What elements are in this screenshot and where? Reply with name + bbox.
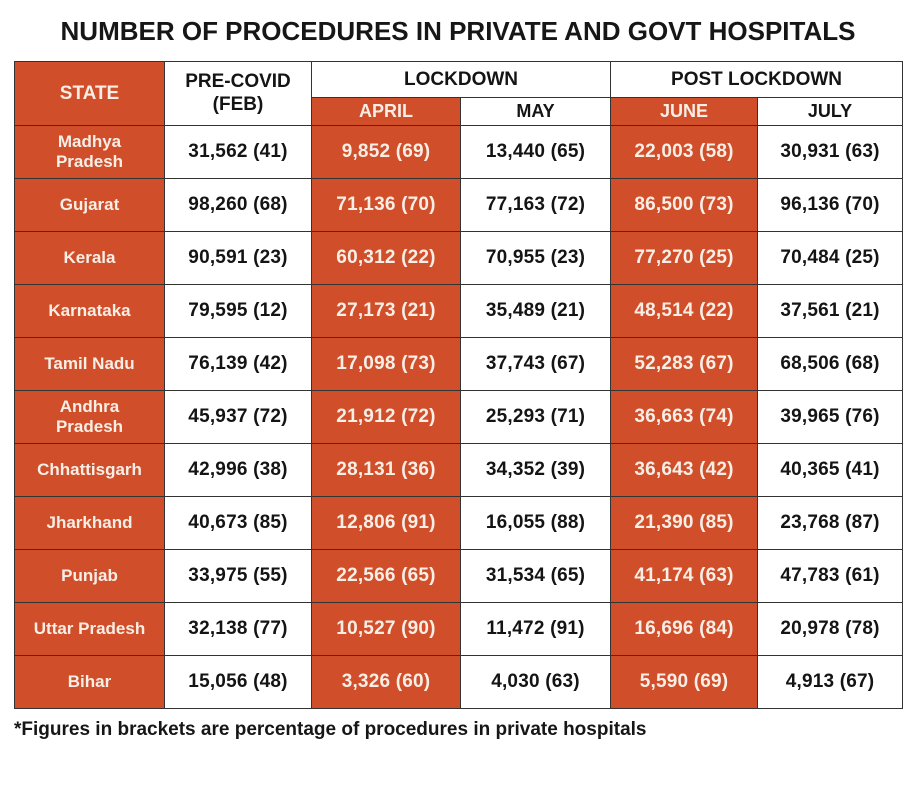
april-value: 60,312 (22)	[311, 231, 461, 285]
july-value: 30,931 (63)	[757, 125, 904, 179]
col-header-state: STATE	[14, 61, 165, 126]
row-gujarat: Gujarat 98,260 (68) 71,136 (70) 77,163 (…	[14, 178, 904, 232]
june-value: 36,643 (42)	[610, 443, 759, 497]
col-header-june: JUNE	[610, 97, 759, 126]
june-value: 41,174 (63)	[610, 549, 759, 603]
june-value: 22,003 (58)	[610, 125, 759, 179]
may-value: 11,472 (91)	[459, 602, 612, 656]
april-value: 3,326 (60)	[311, 655, 461, 709]
april-value: 21,912 (72)	[311, 390, 461, 444]
row-bihar: Bihar 15,056 (48) 3,326 (60) 4,030 (63) …	[14, 655, 904, 709]
state-name: Karnataka	[14, 284, 165, 338]
july-value: 68,506 (68)	[757, 337, 904, 391]
may-value: 16,055 (88)	[459, 496, 612, 550]
row-tamil-nadu: Tamil Nadu 76,139 (42) 17,098 (73) 37,74…	[14, 337, 904, 391]
june-value: 52,283 (67)	[610, 337, 759, 391]
row-karnataka: Karnataka 79,595 (12) 27,173 (21) 35,489…	[14, 284, 904, 338]
state-name: Punjab	[14, 549, 165, 603]
row-andhra-pradesh: Andhra Pradesh 45,937 (72) 21,912 (72) 2…	[14, 390, 904, 444]
july-value: 4,913 (67)	[757, 655, 904, 709]
state-name: Uttar Pradesh	[14, 602, 165, 656]
feb-value: 40,673 (85)	[164, 496, 312, 550]
col-group-lockdown: LOCKDOWN	[310, 61, 612, 98]
june-value: 36,663 (74)	[610, 390, 759, 444]
april-value: 28,131 (36)	[311, 443, 461, 497]
col-group-postlockdown: POST LOCKDOWN	[610, 61, 904, 98]
may-value: 25,293 (71)	[459, 390, 612, 444]
may-value: 13,440 (65)	[459, 125, 612, 179]
feb-value: 42,996 (38)	[164, 443, 312, 497]
col-header-precovid: PRE-COVID (FEB)	[164, 61, 312, 126]
june-value: 48,514 (22)	[610, 284, 759, 338]
precovid-label-line2: (FEB)	[212, 93, 264, 115]
state-name: Bihar	[14, 655, 165, 709]
state-name: Gujarat	[14, 178, 165, 232]
col-header-april: APRIL	[311, 97, 461, 126]
june-value: 16,696 (84)	[610, 602, 759, 656]
feb-value: 15,056 (48)	[164, 655, 312, 709]
may-value: 34,352 (39)	[459, 443, 612, 497]
state-name: Chhattisgarh	[14, 443, 165, 497]
may-value: 35,489 (21)	[459, 284, 612, 338]
feb-value: 31,562 (41)	[164, 125, 312, 179]
may-value: 31,534 (65)	[459, 549, 612, 603]
footnote: *Figures in brackets are percentage of p…	[14, 719, 647, 740]
col-header-july: JULY	[757, 97, 904, 126]
state-name: Tamil Nadu	[14, 337, 165, 391]
table-body: Madhya Pradesh 31,562 (41) 9,852 (69) 13…	[14, 125, 904, 709]
feb-value: 76,139 (42)	[164, 337, 312, 391]
header-group-row: STATE PRE-COVID (FEB) LOCKDOWN POST LOCK…	[14, 61, 904, 126]
july-value: 96,136 (70)	[757, 178, 904, 232]
row-kerala: Kerala 90,591 (23) 60,312 (22) 70,955 (2…	[14, 231, 904, 285]
row-madhya-pradesh: Madhya Pradesh 31,562 (41) 9,852 (69) 13…	[14, 125, 904, 179]
june-value: 86,500 (73)	[610, 178, 759, 232]
april-value: 27,173 (21)	[311, 284, 461, 338]
row-chhattisgarh: Chhattisgarh 42,996 (38) 28,131 (36) 34,…	[14, 443, 904, 497]
may-value: 37,743 (67)	[459, 337, 612, 391]
feb-value: 79,595 (12)	[164, 284, 312, 338]
june-value: 5,590 (69)	[610, 655, 759, 709]
april-value: 9,852 (69)	[311, 125, 461, 179]
july-value: 39,965 (76)	[757, 390, 904, 444]
july-value: 47,783 (61)	[757, 549, 904, 603]
june-value: 77,270 (25)	[610, 231, 759, 285]
state-name: Kerala	[14, 231, 165, 285]
may-value: 4,030 (63)	[459, 655, 612, 709]
may-value: 70,955 (23)	[459, 231, 612, 285]
april-value: 17,098 (73)	[311, 337, 461, 391]
chart-title: NUMBER OF PROCEDURES IN PRIVATE AND GOVT…	[60, 16, 856, 46]
state-name: Andhra Pradesh	[14, 390, 165, 444]
july-value: 37,561 (21)	[757, 284, 904, 338]
feb-value: 90,591 (23)	[164, 231, 312, 285]
col-header-may: MAY	[459, 97, 612, 126]
row-jharkhand: Jharkhand 40,673 (85) 12,806 (91) 16,055…	[14, 496, 904, 550]
row-uttar-pradesh: Uttar Pradesh 32,138 (77) 10,527 (90) 11…	[14, 602, 904, 656]
feb-value: 33,975 (55)	[164, 549, 312, 603]
june-value: 21,390 (85)	[610, 496, 759, 550]
state-name: Madhya Pradesh	[14, 125, 165, 179]
april-value: 71,136 (70)	[311, 178, 461, 232]
precovid-label-line1: PRE-COVID	[185, 70, 291, 92]
header-months-row: APRIL MAY JUNE JULY	[15, 97, 904, 126]
july-value: 20,978 (78)	[757, 602, 904, 656]
july-value: 40,365 (41)	[757, 443, 904, 497]
april-value: 12,806 (91)	[311, 496, 461, 550]
state-name: Jharkhand	[14, 496, 165, 550]
july-value: 70,484 (25)	[757, 231, 904, 285]
april-value: 10,527 (90)	[311, 602, 461, 656]
feb-value: 45,937 (72)	[164, 390, 312, 444]
row-punjab: Punjab 33,975 (55) 22,566 (65) 31,534 (6…	[14, 549, 904, 603]
july-value: 23,768 (87)	[757, 496, 904, 550]
procedures-table: STATE PRE-COVID (FEB) LOCKDOWN POST LOCK…	[14, 61, 904, 709]
feb-value: 98,260 (68)	[164, 178, 312, 232]
feb-value: 32,138 (77)	[164, 602, 312, 656]
may-value: 77,163 (72)	[459, 178, 612, 232]
april-value: 22,566 (65)	[311, 549, 461, 603]
